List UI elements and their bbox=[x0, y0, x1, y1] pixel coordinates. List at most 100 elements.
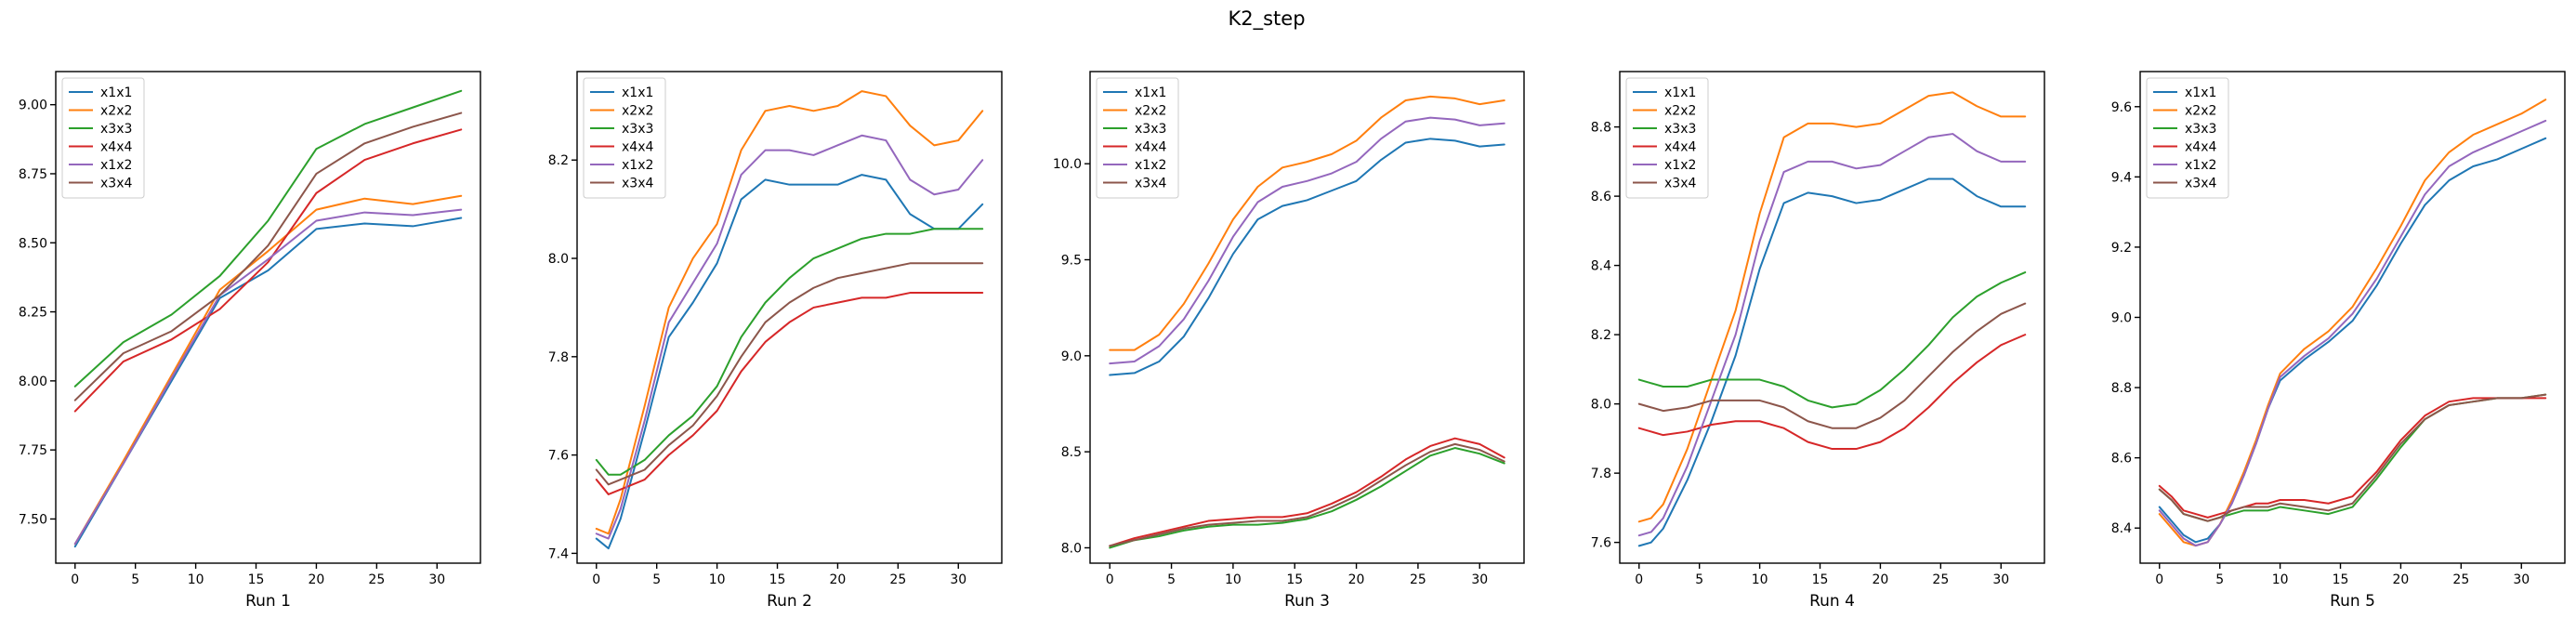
y-tick-label: 8.4 bbox=[2111, 521, 2132, 536]
legend-box bbox=[61, 77, 145, 199]
x-tick-label: 10 bbox=[709, 572, 726, 587]
legend-label-x2x2: x2x2 bbox=[2185, 104, 2216, 119]
legend-box bbox=[583, 77, 666, 199]
legend-label-x3x4: x3x4 bbox=[2185, 177, 2216, 191]
x-tick-label: 10 bbox=[2272, 572, 2289, 587]
legend-box bbox=[2146, 77, 2229, 199]
x-tick-label: 10 bbox=[1752, 572, 1768, 587]
y-tick-label: 10.0 bbox=[1053, 157, 1082, 172]
series-line-x1x1 bbox=[2158, 137, 2547, 544]
series-line-x1x2 bbox=[1637, 133, 2027, 537]
y-tick-label: 9.2 bbox=[2111, 241, 2132, 256]
series-line-x2x2 bbox=[1109, 95, 1505, 351]
series-line-x1x2 bbox=[73, 208, 463, 546]
series-line-x4x4 bbox=[73, 128, 463, 413]
series-lines bbox=[2158, 99, 2547, 547]
x-tick-label: 20 bbox=[830, 572, 847, 587]
legend-label-x3x3: x3x3 bbox=[100, 122, 132, 137]
figure-suptitle: K2_step bbox=[1228, 7, 1305, 31]
legend-box bbox=[1096, 77, 1179, 199]
x-tick-label: 25 bbox=[1932, 572, 1949, 587]
legend-label-x3x4: x3x4 bbox=[1135, 177, 1166, 191]
y-axis-ticks: 7.50 7.75 8.00 8.25 8.50 8.75 9.00 bbox=[19, 99, 56, 527]
y-tick-label: 7.8 bbox=[548, 350, 569, 365]
subplot-panels: 0 5 10 15 20 25 307.507.758.008.258.508.759.00… bbox=[19, 71, 2566, 611]
y-tick-label: 8.75 bbox=[19, 167, 47, 182]
legend-label-x2x2: x2x2 bbox=[622, 104, 653, 119]
series-line-x2x2 bbox=[595, 90, 984, 535]
legend-label-x1x1: x1x1 bbox=[100, 85, 132, 100]
legend-label-x4x4: x4x4 bbox=[2185, 140, 2216, 155]
legend: x1x1 x2x2 x3x3 x4x4 x1x2 x3x4 bbox=[1625, 77, 1709, 199]
legend-label-x1x2: x1x2 bbox=[100, 158, 132, 173]
legend-label-x3x3: x3x3 bbox=[2185, 122, 2216, 137]
series-line-x3x3 bbox=[73, 89, 463, 388]
series-lines bbox=[1637, 91, 2027, 547]
plot-frame bbox=[576, 71, 1003, 564]
x-tick-label: 20 bbox=[2393, 572, 2410, 587]
plot-frame bbox=[1619, 71, 2045, 564]
legend: x1x1 x2x2 x3x3 x4x4 x1x2 x3x4 bbox=[1096, 77, 1179, 199]
series-line-x3x3 bbox=[595, 228, 984, 476]
subplot-run-5: 0 5 10 15 20 25 30 8.4 8.6 8.8 9.0 9.2 9.4 9.6 Run 5 x1… bbox=[2111, 71, 2566, 611]
x-axis-ticks: 0 5 10 15 20 25 30 bbox=[1635, 563, 2009, 587]
legend: x1x1 x2x2 x3x3 x4x4 x1x2 x3x4 bbox=[583, 77, 666, 199]
x-tick-label: 15 bbox=[248, 572, 265, 587]
legend-box bbox=[1625, 77, 1709, 199]
legend-label-x1x2: x1x2 bbox=[1664, 158, 1696, 173]
series-line-x1x2 bbox=[595, 134, 984, 540]
x-tick-label: 5 bbox=[1167, 572, 1176, 587]
series-line-x3x4 bbox=[1637, 302, 2027, 429]
x-tick-label: 10 bbox=[188, 572, 204, 587]
x-tick-label: 0 bbox=[71, 572, 79, 587]
series-line-x2x2 bbox=[1637, 91, 2027, 523]
x-tick-label: 25 bbox=[1410, 572, 1426, 587]
x-axis-label: Run 3 bbox=[1284, 592, 1330, 611]
x-axis-ticks: 0 5 10 15 20 25 30 bbox=[2155, 563, 2530, 587]
series-line-x3x4 bbox=[2158, 393, 2547, 522]
subplot-run-4: 0 5 10 15 20 25 30 7.6 7.8 8.0 8.2 8.4 8.6 8.8 Run 4 x1… bbox=[1591, 71, 2045, 611]
x-tick-label: 30 bbox=[2513, 572, 2530, 587]
y-tick-label: 8.0 bbox=[1061, 541, 1082, 556]
y-tick-label: 7.8 bbox=[1591, 467, 1611, 481]
x-tick-label: 20 bbox=[309, 572, 325, 587]
x-tick-label: 15 bbox=[1812, 572, 1829, 587]
y-tick-label: 8.6 bbox=[1591, 190, 1611, 204]
legend-label-x4x4: x4x4 bbox=[1135, 140, 1166, 155]
series-line-x4x4 bbox=[1109, 437, 1505, 547]
y-tick-label: 8.8 bbox=[1591, 121, 1611, 136]
y-tick-label: 8.8 bbox=[2111, 381, 2132, 396]
x-tick-label: 20 bbox=[1873, 572, 1889, 587]
y-axis-ticks: 8.4 8.6 8.8 9.0 9.2 9.4 9.6 bbox=[2111, 100, 2140, 536]
legend-label-x3x3: x3x3 bbox=[622, 122, 653, 137]
legend-label-x4x4: x4x4 bbox=[100, 140, 132, 155]
y-tick-label: 8.6 bbox=[2111, 452, 2132, 467]
legend-label-x3x3: x3x3 bbox=[1135, 122, 1166, 137]
legend-label-x3x4: x3x4 bbox=[622, 177, 653, 191]
x-tick-label: 30 bbox=[428, 572, 445, 587]
x-axis-ticks: 0 5 10 15 20 25 30 bbox=[1106, 563, 1488, 587]
plot-frame bbox=[1089, 71, 1525, 564]
series-line-x1x2 bbox=[2158, 119, 2547, 547]
legend-label-x2x2: x2x2 bbox=[1135, 104, 1166, 119]
plot-frame bbox=[55, 71, 481, 564]
series-line-x4x4 bbox=[2158, 397, 2547, 519]
y-tick-label: 9.5 bbox=[1061, 254, 1082, 269]
series-line-x1x1 bbox=[73, 217, 463, 548]
legend-label-x1x2: x1x2 bbox=[1135, 158, 1166, 173]
y-tick-label: 8.0 bbox=[548, 252, 569, 267]
subplot-run-3: 0 5 10 15 20 25 30 8.0 8.5 9.0 9.5 10.0 Run 3 x1x1 x2x… bbox=[1053, 71, 1525, 611]
legend-label-x3x4: x3x4 bbox=[100, 177, 132, 191]
x-tick-label: 5 bbox=[2215, 572, 2224, 587]
x-axis-label: Run 1 bbox=[245, 592, 291, 611]
y-tick-label: 8.5 bbox=[1061, 445, 1082, 460]
series-line-x1x1 bbox=[1109, 138, 1505, 376]
subplot-run-2: 0 5 10 15 20 25 30 7.4 7.6 7.8 8.0 8.2 Run 2 x1x1 x2x2… bbox=[548, 71, 1003, 611]
y-tick-label: 8.4 bbox=[1591, 259, 1611, 274]
y-tick-label: 9.00 bbox=[19, 99, 47, 113]
y-tick-label: 8.2 bbox=[548, 153, 569, 168]
y-tick-label: 8.0 bbox=[1591, 398, 1611, 413]
y-tick-label: 7.6 bbox=[548, 449, 569, 464]
x-tick-label: 0 bbox=[2155, 572, 2163, 587]
